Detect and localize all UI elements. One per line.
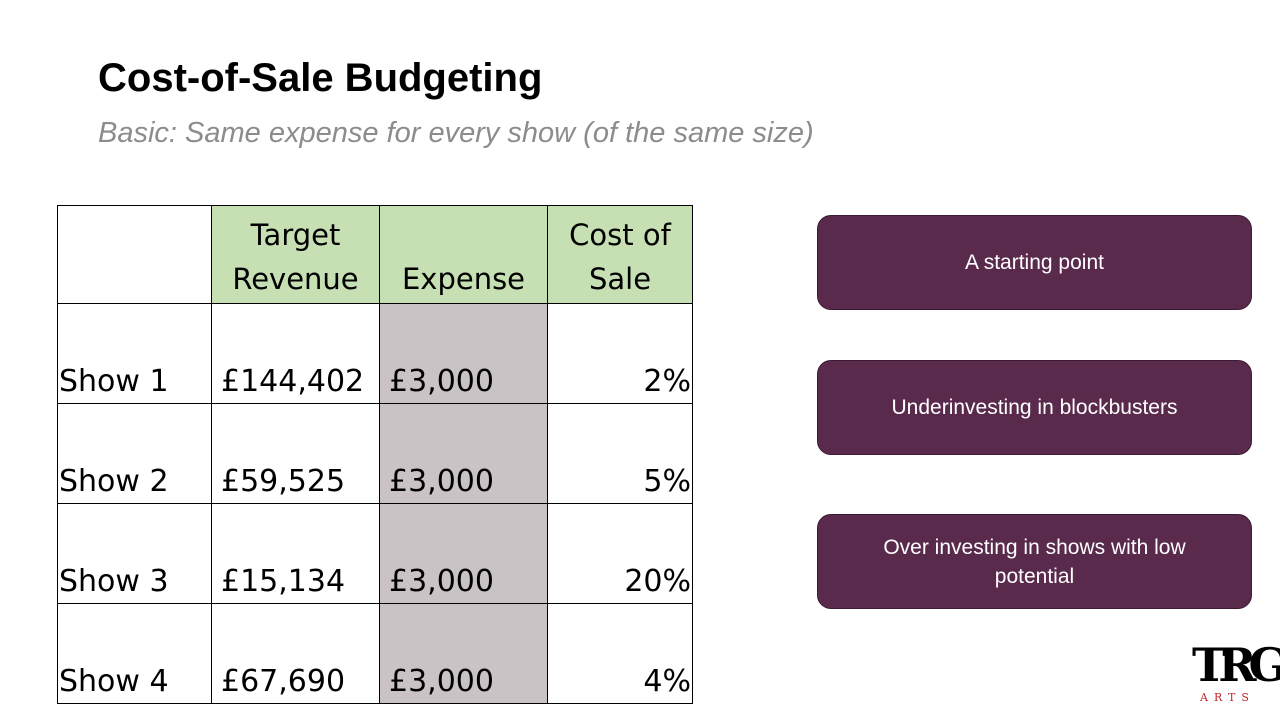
table-header-row: Target Revenue Expense Cost of Sale: [57, 205, 693, 304]
cost-of-sale-cell: 4%: [547, 603, 693, 704]
expense-cell: £3,000: [379, 303, 548, 404]
callout-over-investing: Over investing in shows with low potenti…: [817, 514, 1252, 609]
header-blank-cell: [57, 205, 212, 304]
slide-title: Cost-of-Sale Budgeting: [98, 56, 543, 100]
expense-cell: £3,000: [379, 403, 548, 504]
table-row: Show 3 £15,134 £3,000 20%: [57, 503, 693, 604]
cost-of-sale-cell: 2%: [547, 303, 693, 404]
logo-letters: TRG: [1192, 638, 1280, 692]
cost-of-sale-cell: 20%: [547, 503, 693, 604]
header-cost-of-sale: Cost of Sale: [547, 205, 693, 304]
target-revenue-cell: £15,134: [211, 503, 380, 604]
callout-text: A starting point: [965, 251, 1104, 274]
callout-text: Over investing in shows with low potenti…: [883, 535, 1186, 588]
target-revenue-cell: £59,525: [211, 403, 380, 504]
header-target-revenue: Target Revenue: [211, 205, 380, 304]
callout-underinvesting: Underinvesting in blockbusters: [817, 360, 1252, 455]
logo-arts-text: ARTS: [1200, 691, 1255, 704]
table-row: Show 2 £59,525 £3,000 5%: [57, 403, 693, 504]
callout-starting-point: A starting point: [817, 215, 1252, 310]
show-name-cell: Show 4: [57, 603, 212, 704]
slide-subtitle: Basic: Same expense for every show (of t…: [98, 117, 814, 149]
show-name-cell: Show 2: [57, 403, 212, 504]
budget-table: Target Revenue Expense Cost of Sale Show…: [57, 205, 693, 704]
expense-cell: £3,000: [379, 503, 548, 604]
table-row: Show 1 £144,402 £3,000 2%: [57, 303, 693, 404]
expense-cell: £3,000: [379, 603, 548, 704]
show-name-cell: Show 1: [57, 303, 212, 404]
header-expense: Expense: [379, 205, 548, 304]
target-revenue-cell: £67,690: [211, 603, 380, 704]
callout-text: Underinvesting in blockbusters: [891, 396, 1178, 419]
trg-arts-logo: TRG ARTS: [1190, 642, 1280, 706]
show-name-cell: Show 3: [57, 503, 212, 604]
table-row: Show 4 £67,690 £3,000 4%: [57, 603, 693, 704]
cost-of-sale-cell: 5%: [547, 403, 693, 504]
target-revenue-cell: £144,402: [211, 303, 380, 404]
